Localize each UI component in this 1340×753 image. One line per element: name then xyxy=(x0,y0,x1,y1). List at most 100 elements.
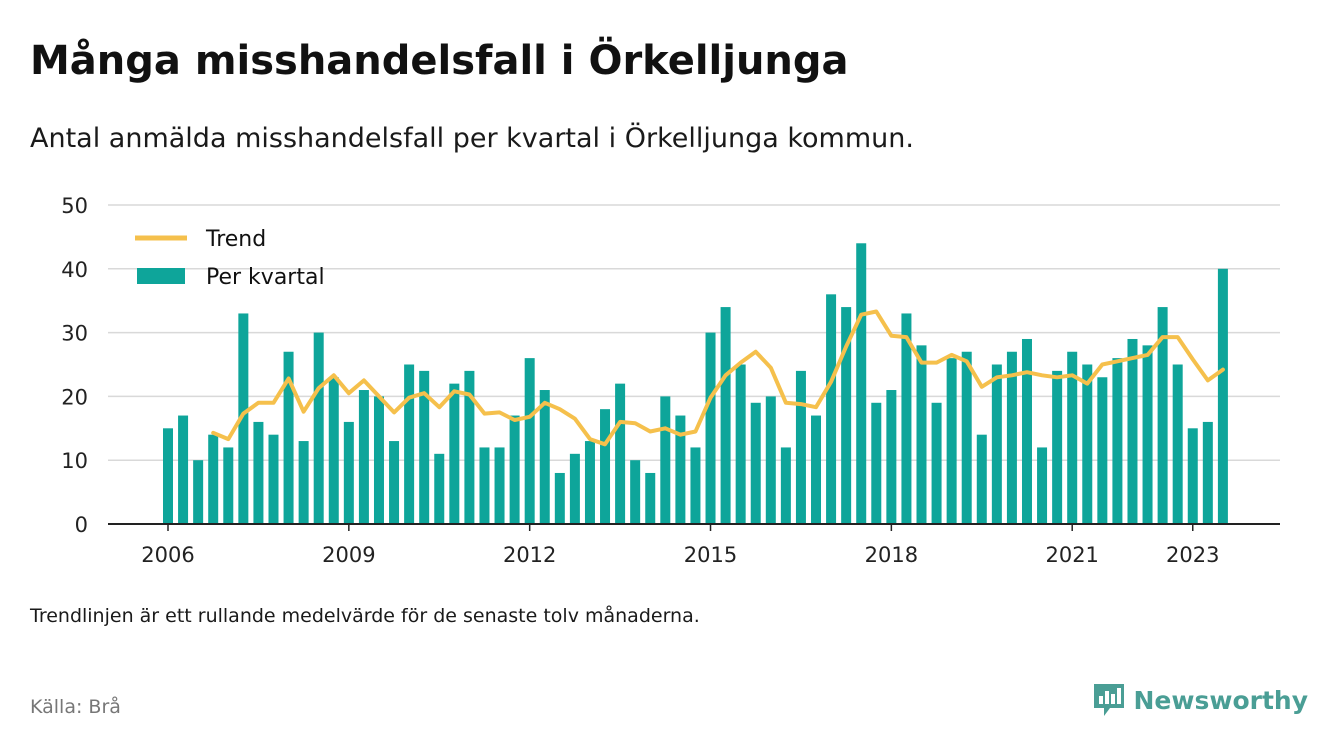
bar xyxy=(765,396,776,524)
chart-area: 0 10 20 30 40 50 2006 2009 2012 2015 2018 2021 2023… xyxy=(61,194,1280,567)
bar xyxy=(464,370,475,524)
bar xyxy=(253,421,264,524)
bar xyxy=(1097,377,1108,524)
brand-name: Newsworthy xyxy=(1133,685,1309,715)
bar xyxy=(313,332,324,524)
bar xyxy=(750,402,761,524)
bar xyxy=(298,441,309,524)
chart-subtitle: Antal anmälda misshandelsfall per kvarta… xyxy=(30,123,914,154)
bar xyxy=(660,396,671,524)
bar xyxy=(584,441,595,524)
bar xyxy=(1112,358,1123,524)
bar xyxy=(343,421,354,524)
bar xyxy=(419,370,430,524)
y-tick-label: 50 xyxy=(61,194,88,218)
bar xyxy=(615,383,626,524)
trend-series xyxy=(211,309,1225,447)
bar xyxy=(1217,268,1228,524)
bar xyxy=(373,396,384,524)
bar xyxy=(328,377,339,524)
bar xyxy=(991,364,1002,524)
bar xyxy=(675,415,686,524)
bar xyxy=(479,447,490,524)
source-text: Källa: Brå xyxy=(30,696,121,718)
bar xyxy=(931,402,942,524)
bar xyxy=(358,390,369,524)
bar xyxy=(539,390,550,524)
bar xyxy=(811,415,822,524)
bar xyxy=(886,390,897,524)
bar xyxy=(841,307,852,524)
bar xyxy=(630,460,641,524)
bar xyxy=(494,447,505,524)
legend-trend-label: Trend xyxy=(205,227,266,252)
bar xyxy=(449,383,460,524)
bar xyxy=(1142,345,1153,524)
bar xyxy=(1187,428,1198,524)
chart-title: Många misshandelsfall i Örkelljunga xyxy=(30,38,849,84)
trend-line xyxy=(211,309,1225,447)
bar xyxy=(1172,364,1183,524)
bar xyxy=(404,364,415,524)
bar xyxy=(509,415,520,524)
bar xyxy=(1157,307,1168,524)
bar xyxy=(554,472,565,524)
bar xyxy=(795,370,806,524)
x-tick-label: 2021 xyxy=(1045,543,1098,567)
bar xyxy=(268,434,279,524)
bar xyxy=(178,415,189,524)
bar xyxy=(1037,447,1048,524)
bar xyxy=(163,428,173,524)
bar xyxy=(705,332,716,524)
x-tick-label: 2009 xyxy=(322,543,375,567)
bar xyxy=(1202,421,1213,524)
legend-bar-swatch xyxy=(137,268,185,284)
bar xyxy=(645,472,656,524)
x-tick-label: 2006 xyxy=(141,543,194,567)
bar xyxy=(193,460,204,524)
bar xyxy=(690,447,701,524)
bar xyxy=(238,313,249,524)
bar xyxy=(720,307,731,524)
x-tick-label: 2018 xyxy=(865,543,918,567)
brand-logo: Newsworthy xyxy=(1092,682,1309,718)
y-tick-label: 0 xyxy=(75,513,88,537)
y-tick-label: 20 xyxy=(61,385,88,409)
y-tick-label: 30 xyxy=(61,322,88,346)
bar xyxy=(389,441,400,524)
bar xyxy=(1052,370,1063,524)
bar xyxy=(780,447,791,524)
bar xyxy=(1082,364,1093,524)
bar xyxy=(1006,351,1017,524)
bar xyxy=(208,434,219,524)
bar xyxy=(916,345,927,524)
bar xyxy=(223,447,234,524)
x-tick-label: 2023 xyxy=(1166,543,1219,567)
y-axis-ticks: 0 10 20 30 40 50 xyxy=(61,194,88,537)
y-tick-label: 40 xyxy=(61,258,88,282)
newsworthy-logo-icon xyxy=(1093,684,1124,716)
bar xyxy=(856,243,867,524)
legend-bar-label: Per kvartal xyxy=(206,265,325,290)
y-tick-label: 10 xyxy=(61,449,88,473)
bar xyxy=(1127,338,1138,524)
bar xyxy=(1067,351,1078,524)
bar xyxy=(826,294,837,524)
bar xyxy=(434,453,445,524)
bar xyxy=(961,351,972,524)
bar xyxy=(871,402,882,524)
x-tick-label: 2015 xyxy=(684,543,737,567)
bar xyxy=(735,364,746,524)
x-axis-ticks: 2006 2009 2012 2015 2018 2021 2023 xyxy=(141,524,1219,567)
bar xyxy=(946,358,957,524)
bar xyxy=(1021,338,1032,524)
bar-series xyxy=(163,243,1228,524)
legend: Trend Per kvartal xyxy=(135,227,325,290)
bar xyxy=(901,313,912,524)
bar xyxy=(976,434,987,524)
footnote: Trendlinjen är ett rullande medelvärde f… xyxy=(30,605,700,627)
bar xyxy=(600,409,611,524)
bar xyxy=(283,351,294,524)
x-tick-label: 2012 xyxy=(503,543,556,567)
bar xyxy=(524,358,535,524)
